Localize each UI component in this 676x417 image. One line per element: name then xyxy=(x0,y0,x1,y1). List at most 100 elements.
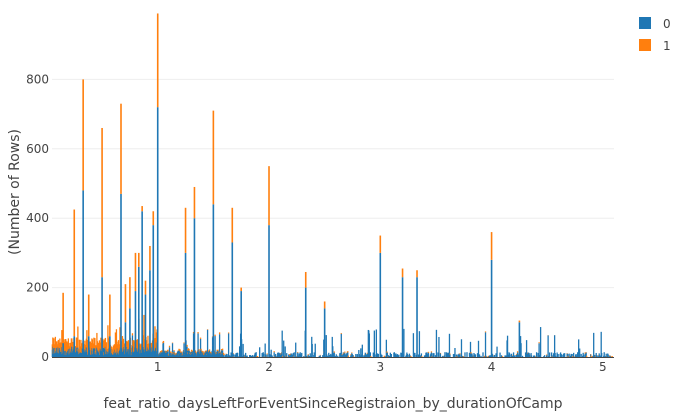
bar-series-1 xyxy=(273,351,275,353)
bar-series-1 xyxy=(129,277,131,309)
bar-series-0 xyxy=(298,353,300,357)
bar-series-0 xyxy=(87,336,90,357)
bar-series-1 xyxy=(91,339,94,351)
bar-series-1 xyxy=(545,354,548,356)
y-tick-label: 400 xyxy=(26,211,49,225)
y-tick-labels: 0 200 400 600 800 xyxy=(26,72,49,364)
bar-series-1 xyxy=(147,335,149,348)
bar-series-1 xyxy=(198,349,200,351)
bar-series-1 xyxy=(178,348,180,351)
bar-series-0 xyxy=(398,354,400,357)
bar-series-1 xyxy=(53,344,55,349)
bar-series-1 xyxy=(156,13,159,108)
bar-series-0 xyxy=(212,204,215,357)
bar-series-1 xyxy=(180,351,182,354)
bar-series-0 xyxy=(193,218,196,357)
bar-series-1 xyxy=(212,110,215,205)
bar-series-0 xyxy=(518,322,521,357)
bar-series-0 xyxy=(214,336,216,357)
legend-item-1[interactable]: 1 xyxy=(639,39,671,53)
bar-series-1 xyxy=(171,342,174,344)
bar-series-0 xyxy=(577,352,579,357)
bar-series-0 xyxy=(311,343,313,357)
bar-series-1 xyxy=(383,355,386,357)
bar-series-1 xyxy=(97,342,100,352)
bar-series-0 xyxy=(485,355,487,357)
bar-series-0 xyxy=(530,353,532,357)
bar-series-1 xyxy=(104,337,107,347)
bar-series-0 xyxy=(387,355,390,357)
bar-series-0 xyxy=(594,354,596,357)
bar-series-0 xyxy=(332,346,334,357)
bar-series-1 xyxy=(353,356,355,357)
bar-series-1 xyxy=(65,339,67,351)
bar-series-0 xyxy=(223,355,225,357)
bar-series-0 xyxy=(252,355,254,357)
bar-series-1 xyxy=(186,349,189,351)
bar-series-0 xyxy=(226,354,228,357)
bar-series-0 xyxy=(368,333,370,357)
bar-series-0 xyxy=(343,353,345,357)
bar-series-0 xyxy=(596,355,598,357)
bar-series-0 xyxy=(241,356,243,357)
bar-series-1 xyxy=(140,343,142,351)
bar-series-1 xyxy=(304,271,307,288)
bar-series-1 xyxy=(162,340,165,343)
bar-series-0 xyxy=(254,352,256,357)
bar-series-0 xyxy=(273,352,275,357)
bar-series-0 xyxy=(514,355,516,357)
bar-series-0 xyxy=(318,355,320,357)
x-axis-title: feat_ratio_daysLeftForEventSinceRegistra… xyxy=(103,396,562,412)
bar-series-0 xyxy=(369,352,371,357)
bar-series-0 xyxy=(532,355,535,357)
bar-series-1 xyxy=(71,338,73,347)
bar-series-0 xyxy=(240,291,242,357)
bar-series-1 xyxy=(462,356,465,357)
bar-series-0 xyxy=(466,352,468,357)
bar-series-1 xyxy=(52,337,54,347)
bar-series-0 xyxy=(444,352,446,357)
bar-series-1 xyxy=(216,349,218,351)
bar-series-0 xyxy=(401,277,404,357)
bar-series-0 xyxy=(248,355,251,357)
bar-series-0 xyxy=(261,353,263,357)
bar-series-0 xyxy=(427,352,430,357)
bar-series-1 xyxy=(341,354,343,356)
bar-series-1 xyxy=(77,348,80,352)
legend-item-0[interactable]: 0 xyxy=(639,17,671,31)
bar-series-0 xyxy=(355,354,357,357)
bar-series-0 xyxy=(461,355,463,357)
bar-series-1 xyxy=(350,354,352,356)
bar-series-0 xyxy=(454,348,456,357)
bar-series-1 xyxy=(96,332,98,348)
bar-series-0 xyxy=(255,352,257,357)
bar-series-0 xyxy=(449,354,451,357)
bar-series-1 xyxy=(610,356,612,357)
bar-series-0 xyxy=(278,352,280,357)
bar-series-0 xyxy=(290,353,292,357)
bar-series-1 xyxy=(143,339,146,350)
bar-series-0 xyxy=(566,354,569,357)
bar-series-0 xyxy=(379,252,382,357)
bar-series-0 xyxy=(374,354,376,357)
bar-series-0 xyxy=(385,339,388,357)
bar-series-1 xyxy=(87,294,90,337)
bar-series-0 xyxy=(299,352,301,357)
bar-series-1 xyxy=(126,340,128,347)
bar-series-0 xyxy=(129,308,131,357)
bar-series-1 xyxy=(67,338,70,350)
bar-series-1 xyxy=(107,325,109,352)
bar-series-1 xyxy=(307,354,309,355)
bar-series-1 xyxy=(69,342,72,354)
bar-series-0 xyxy=(269,355,271,357)
bar-series-1 xyxy=(370,356,372,357)
bar-series-1 xyxy=(86,330,88,348)
bar-series-0 xyxy=(263,353,265,357)
bar-series-0 xyxy=(439,353,442,357)
bar-series-1 xyxy=(172,352,174,354)
bar-series-0 xyxy=(539,327,542,357)
bar-series-0 xyxy=(538,343,540,357)
bar-series-0 xyxy=(573,352,575,357)
bar-series-1 xyxy=(152,211,155,226)
bar-series-0 xyxy=(270,349,272,357)
